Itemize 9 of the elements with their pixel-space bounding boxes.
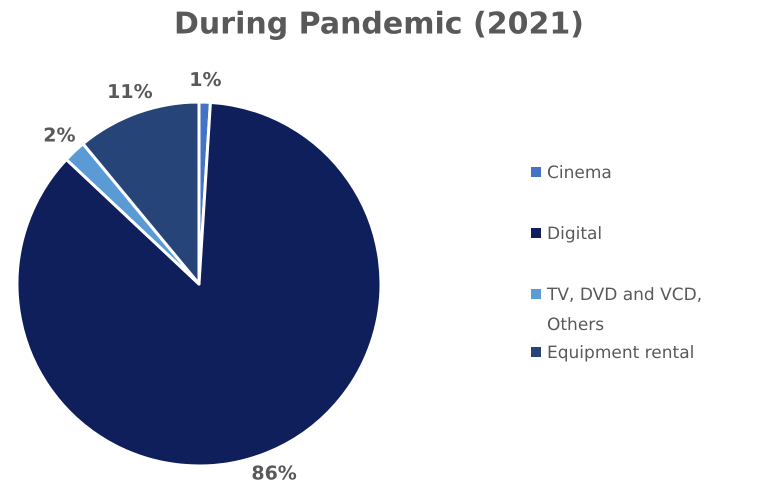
legend-label: TV, DVD and VCD, Others [546, 285, 702, 335]
chart-title: During Pandemic (2021) [174, 6, 584, 42]
data-label: 1% [189, 69, 222, 92]
legend-label: Equipment rental [547, 343, 694, 363]
legend-label: Digital [547, 224, 602, 244]
data-label: 2% [43, 124, 76, 146]
data-label: 86% [251, 462, 297, 485]
data-label: 11% [107, 81, 153, 104]
legend-label: Cinema [547, 163, 612, 183]
